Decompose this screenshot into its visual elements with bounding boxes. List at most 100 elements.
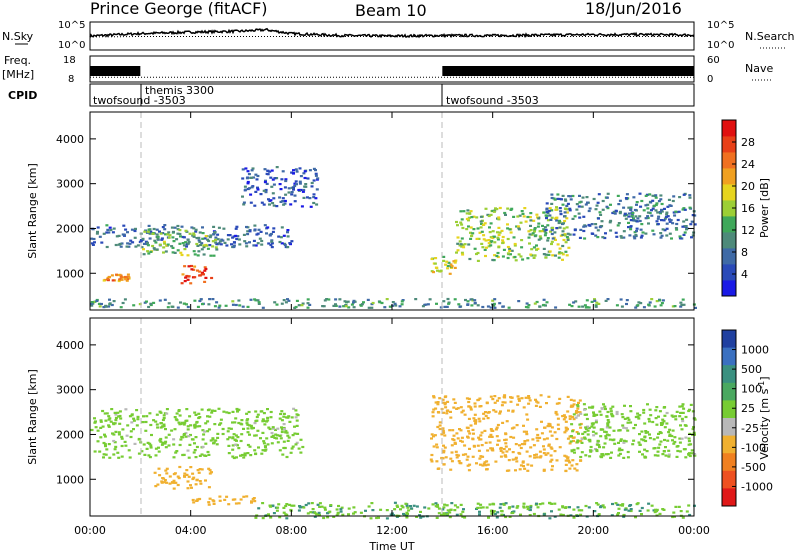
velocity-cell-0-320 bbox=[294, 443, 298, 446]
velocity-cell-0-77 bbox=[246, 427, 250, 430]
velocity-cell-4-275 bbox=[486, 449, 490, 452]
power-cell-2-12 bbox=[214, 241, 218, 244]
velocity-cell-4-60 bbox=[472, 417, 476, 420]
velocity-cell-3-213 bbox=[352, 506, 356, 509]
power-cell-1-151 bbox=[278, 240, 282, 244]
velocity-cell-0-393 bbox=[263, 423, 267, 426]
power-cell-0-193 bbox=[343, 300, 347, 303]
power-cell-7-112 bbox=[561, 253, 565, 256]
power-cell-5-82 bbox=[314, 197, 318, 200]
power-cell-1-89 bbox=[258, 237, 262, 240]
velocity-cell-1-39 bbox=[163, 479, 167, 482]
velocity-cell-5-215 bbox=[664, 454, 668, 457]
power-cell-0-212 bbox=[647, 303, 651, 306]
velocity-cell-1-57 bbox=[198, 468, 202, 471]
velocity-cell-5-281 bbox=[667, 455, 671, 458]
velocity-cell-3-223 bbox=[320, 505, 324, 508]
power-cell-6-29 bbox=[453, 261, 457, 264]
power-cell-7-254 bbox=[479, 220, 483, 223]
velocity-colorbar-swatch-8 bbox=[722, 470, 736, 489]
velocity-cell-3-296 bbox=[526, 507, 530, 511]
velocity-colorbar-swatch-6 bbox=[722, 435, 736, 454]
velocity-cell-0-279 bbox=[246, 418, 250, 421]
velocity-cell-4-204 bbox=[491, 447, 494, 450]
velocity-cell-3-21 bbox=[261, 517, 265, 520]
power-cell-1-46 bbox=[226, 238, 230, 241]
velocity-cell-0-221 bbox=[242, 427, 245, 430]
velocity-cell-3-291 bbox=[445, 504, 449, 507]
power-cell-8-192 bbox=[630, 213, 634, 216]
velocity-cell-4-76 bbox=[522, 424, 525, 427]
power-cell-6-9 bbox=[444, 263, 448, 266]
power-cell-8-70 bbox=[622, 206, 626, 209]
velocity-cell-3-93 bbox=[282, 511, 286, 514]
power-cell-6-0 bbox=[442, 259, 446, 262]
velocity-cell-0-318 bbox=[246, 443, 250, 447]
power-cell-7-132 bbox=[533, 230, 536, 233]
power-cell-5-83 bbox=[243, 185, 247, 188]
velocity-cell-0-342 bbox=[233, 443, 237, 446]
power-cell-8-279 bbox=[614, 231, 618, 234]
velocity-cell-1-38 bbox=[186, 480, 190, 483]
power-cell-7-138 bbox=[516, 215, 520, 218]
power-cell-0-124 bbox=[464, 298, 467, 302]
power-cell-5-117 bbox=[273, 177, 277, 180]
power-cell-8-117 bbox=[625, 193, 629, 196]
velocity-cell-4-152 bbox=[449, 468, 453, 471]
power-cell-1-187 bbox=[128, 242, 132, 245]
power-cell-8-122 bbox=[618, 199, 622, 202]
power-cell-7-36 bbox=[520, 210, 524, 213]
power-cell-1-199 bbox=[175, 238, 179, 241]
velocity-cell-4-170 bbox=[435, 460, 439, 463]
velocity-cell-0-344 bbox=[240, 453, 244, 457]
power-cell-8-227 bbox=[655, 220, 659, 223]
velocity-cell-5-66 bbox=[612, 438, 616, 441]
velocity-cell-4-45 bbox=[529, 446, 533, 449]
power-cell-0-176 bbox=[322, 305, 326, 308]
power-cell-7-230 bbox=[550, 209, 554, 212]
velocity-cell-0-26 bbox=[114, 419, 118, 422]
velocity-cell-4-151 bbox=[554, 411, 558, 415]
velocity-cell-0-366 bbox=[260, 410, 264, 413]
power-cell-2-61 bbox=[158, 243, 162, 246]
power-cell-7-176 bbox=[456, 242, 460, 245]
power-cell-2-11 bbox=[151, 244, 155, 248]
velocity-cell-4-392 bbox=[503, 396, 507, 399]
power-cell-8-233 bbox=[665, 234, 669, 237]
velocity-cell-0-14 bbox=[234, 434, 238, 437]
power-cell-8-207 bbox=[627, 206, 631, 209]
velocity-cell-4-324 bbox=[472, 445, 476, 448]
velocity-cell-4-99 bbox=[453, 401, 457, 404]
power-cell-8-268 bbox=[688, 196, 692, 199]
power-cell-7-85 bbox=[479, 226, 483, 229]
power-cell-5-71 bbox=[241, 195, 244, 198]
power-cell-5-89 bbox=[242, 201, 246, 204]
velocity-cell-3-285 bbox=[629, 504, 633, 507]
power-cell-7-251 bbox=[555, 216, 559, 219]
freq-panel: Freq. [MHz] 18 8 60 0 Nave bbox=[2, 54, 773, 85]
power-cell-7-207 bbox=[542, 211, 546, 214]
power-cell-1-70 bbox=[109, 228, 113, 232]
power-cell-1-96 bbox=[232, 244, 236, 247]
power-cell-8-170 bbox=[560, 198, 563, 201]
velocity-cell-0-128 bbox=[172, 443, 176, 446]
power-colorbar-swatch-4 bbox=[722, 216, 736, 233]
velocity-cell-3-76 bbox=[550, 510, 553, 513]
velocity-cell-5-177 bbox=[645, 450, 649, 453]
velocity-cell-0-106 bbox=[146, 441, 150, 444]
power-cell-1-203 bbox=[286, 235, 290, 238]
power-cell-0-93 bbox=[507, 306, 511, 309]
power-cell-0-172 bbox=[421, 305, 425, 308]
velocity-cell-5-227 bbox=[612, 429, 616, 432]
velocity-cell-3-6 bbox=[311, 508, 315, 511]
velocity-cell-0-196 bbox=[239, 439, 243, 443]
velocity-cell-4-131 bbox=[515, 460, 519, 463]
power-cell-1-33 bbox=[112, 227, 116, 230]
velocity-cell-0-365 bbox=[273, 436, 277, 439]
velocity-cell-5-269 bbox=[653, 454, 657, 457]
power-cell-3-9 bbox=[187, 265, 191, 268]
velocity-cell-5-115 bbox=[603, 442, 607, 445]
velocity-cell-5-124 bbox=[649, 414, 653, 417]
velocity-cell-4-103 bbox=[519, 464, 523, 467]
velocity-cell-0-28 bbox=[189, 433, 192, 437]
